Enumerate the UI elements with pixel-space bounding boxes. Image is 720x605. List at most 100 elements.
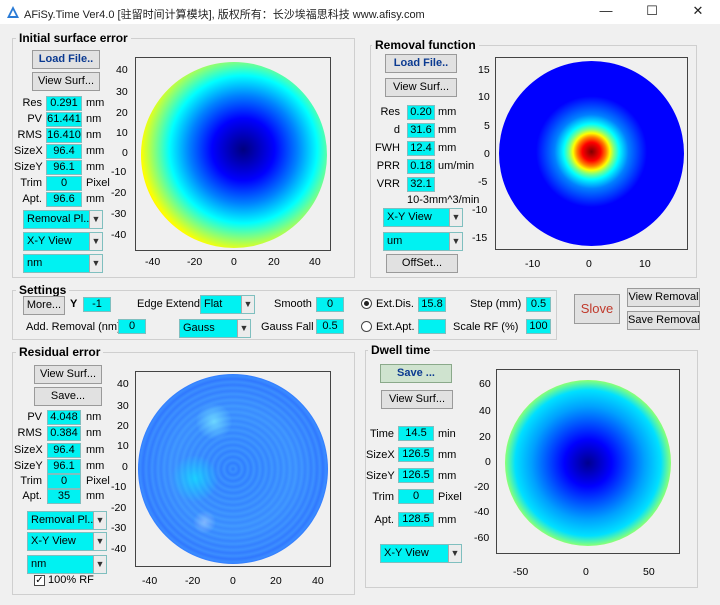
more-button[interactable]: More... xyxy=(23,296,65,315)
dwell-view-dropdown[interactable]: X-Y View ▼ xyxy=(380,544,462,563)
residual-removal-plot-dropdown[interactable]: Removal Pl... ▼ xyxy=(27,511,107,530)
maximize-button[interactable]: ☐ xyxy=(646,3,658,18)
initial-view-dropdown[interactable]: X-Y View ▼ xyxy=(23,232,103,251)
full-rf-checkbox[interactable]: ✓ xyxy=(34,575,45,586)
dwell-time-panel xyxy=(365,350,698,588)
dwell-save-button[interactable]: Save ... xyxy=(380,364,452,383)
removal-d-field[interactable]: 31.6 xyxy=(407,123,435,138)
residual-trim-label: Trim xyxy=(20,475,42,487)
initial-view-surf-button[interactable]: View Surf... xyxy=(32,72,100,91)
ext-dis-field[interactable]: 15.8 xyxy=(418,297,446,312)
residual-view-dropdown[interactable]: X-Y View ▼ xyxy=(27,532,107,551)
dwell-trim-unit: Pixel xyxy=(438,491,462,503)
chevron-down-icon: ▼ xyxy=(89,255,102,272)
initial-pv-field[interactable]: 61.441 xyxy=(46,112,82,127)
smooth-label: Smooth xyxy=(274,298,312,310)
y-tick: -20 xyxy=(111,502,127,514)
removal-res-unit: mm xyxy=(438,106,457,118)
removal-function-plot[interactable] xyxy=(495,57,688,250)
y-tick: -40 xyxy=(474,506,490,518)
slove-button[interactable]: Slove xyxy=(574,294,620,324)
close-button[interactable]: ✕ xyxy=(692,3,704,18)
edge-extend-dropdown[interactable]: Flat ▼ xyxy=(200,295,255,314)
y-tick: 40 xyxy=(116,64,128,76)
initial-sizey-unit: mm xyxy=(86,161,105,173)
initial-surface-plot[interactable] xyxy=(135,57,331,251)
residual-pv-field[interactable]: 4.048 xyxy=(47,410,81,425)
removal-d-unit: mm xyxy=(438,124,457,136)
residual-sizey-unit: mm xyxy=(86,460,105,472)
ext-dis-radio[interactable] xyxy=(361,298,372,309)
dwell-trim-field[interactable]: 0 xyxy=(398,489,434,504)
initial-sizey-field[interactable]: 96.1 xyxy=(46,160,82,175)
view-removal-button[interactable]: View Removal xyxy=(627,288,700,307)
initial-load-file-button[interactable]: Load File.. xyxy=(32,50,100,69)
residual-unit-dropdown[interactable]: nm ▼ xyxy=(27,555,107,574)
y-tick: 5 xyxy=(484,120,490,132)
residual-error-plot[interactable] xyxy=(135,371,331,567)
chevron-down-icon: ▼ xyxy=(237,320,250,337)
removal-unit-value: um xyxy=(387,235,403,247)
residual-sizey-field[interactable]: 96.1 xyxy=(47,459,81,474)
ext-apt-field[interactable] xyxy=(418,319,446,334)
add-removal-field[interactable]: 0 xyxy=(118,319,146,334)
initial-rms-label: RMS xyxy=(17,129,42,141)
gauss-value: Gauss xyxy=(183,322,215,334)
ext-apt-radio[interactable] xyxy=(361,321,372,332)
removal-load-file-button[interactable]: Load File.. xyxy=(385,54,457,73)
removal-view-surf-button[interactable]: View Surf... xyxy=(385,78,457,97)
dwell-sizex-field[interactable]: 126.5 xyxy=(398,447,434,462)
removal-prr-field[interactable]: 0.18 xyxy=(407,159,435,174)
scale-rf-field[interactable]: 100 xyxy=(526,319,551,334)
offset-button[interactable]: OffSet... xyxy=(386,254,458,273)
gauss-dropdown[interactable]: Gauss ▼ xyxy=(179,319,251,338)
residual-pv-unit: nm xyxy=(86,411,102,423)
dwell-sizey-field[interactable]: 126.5 xyxy=(398,468,434,483)
y-field[interactable]: -1 xyxy=(83,297,111,312)
residual-trim-field[interactable]: 0 xyxy=(47,474,81,489)
dwell-sizey-label: SizeY xyxy=(366,470,395,482)
dwell-view-surf-button[interactable]: View Surf... xyxy=(381,390,453,409)
initial-apt-field[interactable]: 96.6 xyxy=(46,192,82,207)
initial-trim-field[interactable]: 0 xyxy=(46,176,82,191)
residual-trim-unit: Pixel xyxy=(86,475,110,487)
y-tick: 20 xyxy=(116,107,128,119)
residual-view-surf-button[interactable]: View Surf... xyxy=(34,365,102,384)
residual-error-map xyxy=(138,374,328,564)
residual-removal-plot-value: Removal Pl... xyxy=(31,514,97,526)
residual-sizex-field[interactable]: 96.4 xyxy=(47,443,81,458)
add-removal-label: Add. Removal (nm) xyxy=(26,321,121,333)
x-tick: -20 xyxy=(185,575,201,587)
gauss-fall-field[interactable]: 0.5 xyxy=(316,319,344,334)
dwell-time-plot[interactable] xyxy=(496,369,680,554)
initial-view-value: X-Y View xyxy=(27,235,72,247)
residual-rms-field[interactable]: 0.384 xyxy=(47,426,81,441)
residual-apt-field[interactable]: 35 xyxy=(47,489,81,504)
residual-apt-label: Apt. xyxy=(22,490,42,502)
removal-view-dropdown[interactable]: X-Y View ▼ xyxy=(383,208,463,227)
initial-rms-field[interactable]: 16.410 xyxy=(46,128,82,143)
step-field[interactable]: 0.5 xyxy=(526,297,551,312)
save-removal-button[interactable]: Save Removal xyxy=(627,311,700,330)
dwell-time-field[interactable]: 14.5 xyxy=(398,426,434,441)
y-tick: 40 xyxy=(117,378,129,390)
initial-apt-unit: mm xyxy=(86,193,105,205)
removal-fwh-field[interactable]: 12.4 xyxy=(407,141,435,156)
dwell-apt-field[interactable]: 128.5 xyxy=(398,512,434,527)
y-tick: -30 xyxy=(111,208,127,220)
y-tick: 60 xyxy=(479,378,491,390)
removal-vrr-field[interactable]: 32.1 xyxy=(407,177,435,192)
residual-apt-unit: mm xyxy=(86,490,105,502)
removal-res-field[interactable]: 0.20 xyxy=(407,105,435,120)
minimize-button[interactable]: — xyxy=(599,3,613,18)
chevron-down-icon: ▼ xyxy=(449,209,462,226)
residual-rms-unit: nm xyxy=(86,427,102,439)
residual-save-button[interactable]: Save... xyxy=(34,387,102,406)
chevron-down-icon: ▼ xyxy=(93,556,106,573)
initial-removal-plot-dropdown[interactable]: Removal Pl... ▼ xyxy=(23,210,103,229)
initial-res-field[interactable]: 0.291 xyxy=(46,96,82,111)
smooth-field[interactable]: 0 xyxy=(316,297,344,312)
initial-unit-dropdown[interactable]: nm ▼ xyxy=(23,254,103,273)
initial-sizex-field[interactable]: 96.4 xyxy=(46,144,82,159)
removal-unit-dropdown[interactable]: um ▼ xyxy=(383,232,463,251)
